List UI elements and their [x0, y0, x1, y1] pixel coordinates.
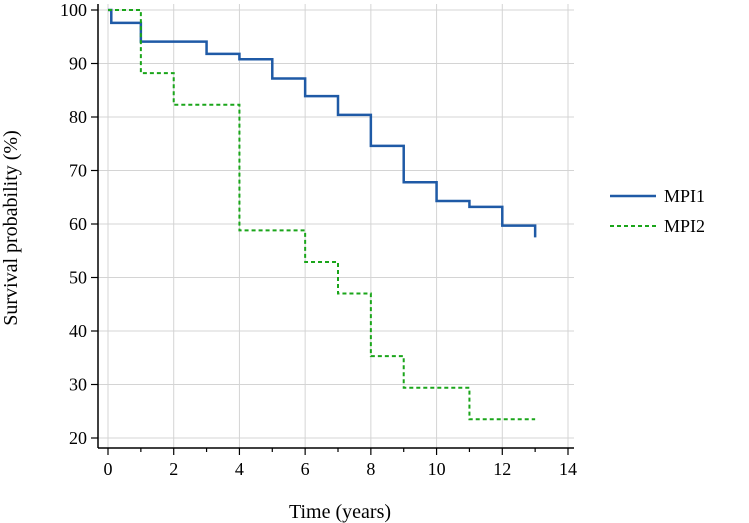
x-axis-title: Time (years)	[289, 501, 391, 523]
x-tick-label: 6	[301, 459, 310, 479]
x-tick-label: 10	[428, 459, 446, 479]
x-tick-label: 2	[169, 459, 178, 479]
x-tick-label: 12	[493, 459, 511, 479]
x-tick-label: 0	[104, 459, 113, 479]
legend: MPI1 MPI2	[610, 186, 705, 236]
series-mpi1-line	[108, 8, 537, 238]
y-tick-label: 60	[69, 214, 87, 234]
y-axis-title: Survival probability (%)	[0, 130, 22, 326]
y-tick-label: 90	[69, 54, 87, 74]
y-tick-label: 40	[69, 321, 87, 341]
x-tick-label: 14	[559, 459, 577, 479]
y-tick-label: 80	[69, 107, 87, 127]
y-tick-label: 100	[60, 0, 87, 20]
series-layer	[108, 8, 537, 421]
legend-label-mpi2: MPI2	[664, 216, 705, 236]
labels-layer: 0 2 4 6 8 10 12 14 20 30 40 50 60 70 80 90 100	[60, 0, 577, 479]
x-tick-label: 8	[366, 459, 375, 479]
legend-label-mpi1: MPI1	[664, 186, 705, 206]
y-tick-label: 20	[69, 428, 87, 448]
x-tick-label: 4	[235, 459, 244, 479]
series-mpi2-line	[108, 9, 536, 421]
y-tick-label: 50	[69, 268, 87, 288]
y-tick-label: 30	[69, 375, 87, 395]
grid-layer	[98, 4, 574, 448]
axes-layer	[91, 4, 574, 455]
y-tick-label: 70	[69, 161, 87, 181]
